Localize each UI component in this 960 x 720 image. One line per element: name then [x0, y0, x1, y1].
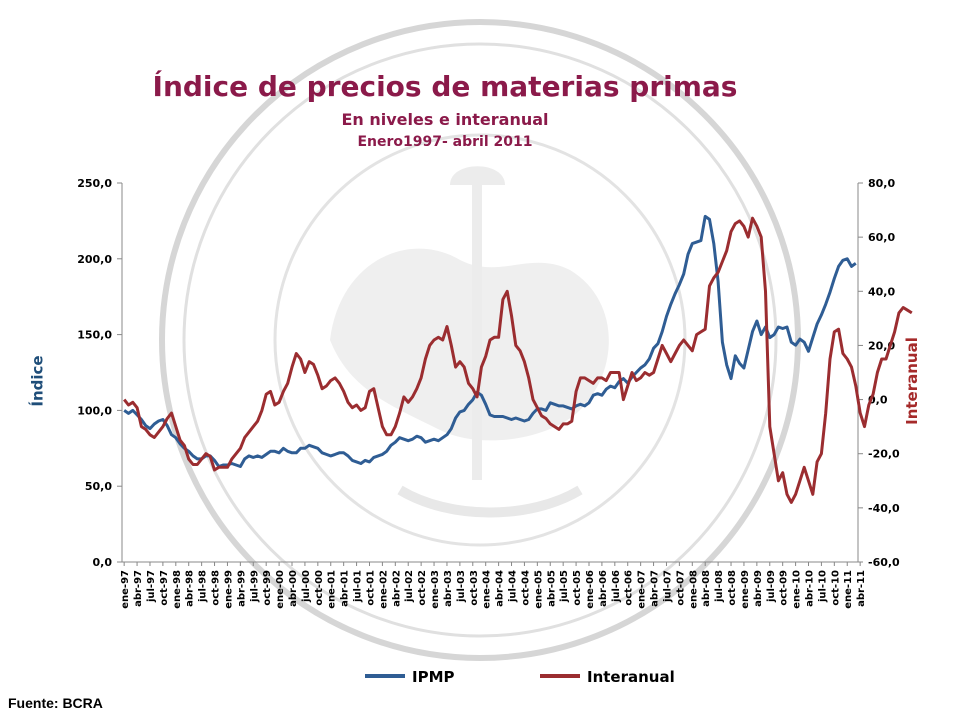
x-tick-label: oct-01: [365, 570, 376, 606]
x-tick-label: jul-99: [249, 570, 260, 603]
x-tick-label: oct-02: [417, 570, 428, 606]
x-tick-label: oct-04: [520, 570, 531, 606]
left-tick-label: 200,0: [77, 253, 112, 266]
right-tick-label: -40,0: [868, 502, 900, 515]
x-tick-label: oct-05: [572, 570, 583, 606]
x-tick-label: abr-06: [598, 570, 609, 607]
x-tick-label: ene-97: [120, 570, 131, 609]
x-tick-label: jul-00: [301, 570, 312, 603]
x-tick-label: oct-99: [262, 570, 273, 606]
x-tick-label: oct-03: [469, 570, 480, 606]
x-tick-label: oct-98: [211, 570, 222, 606]
right-tick-label: 80,0: [868, 177, 895, 190]
x-tick-label: abr-02: [391, 570, 402, 607]
x-tick-label: ene-11: [843, 570, 854, 609]
x-tick-label: ene-10: [792, 570, 803, 609]
x-tick-label: ene-07: [637, 570, 648, 609]
left-tick-label: 150,0: [77, 329, 112, 342]
left-tick-label: 250,0: [77, 177, 112, 190]
chart-period: Enero1997- abril 2011: [357, 134, 533, 150]
x-tick-label: oct-07: [675, 570, 686, 606]
x-tick-label: oct-08: [727, 570, 738, 606]
legend: IPMP Interanual: [365, 668, 675, 686]
x-tick-label: abr-07: [650, 570, 661, 607]
x-tick-label: ene-04: [482, 570, 493, 609]
x-tick-label: abr-11: [856, 570, 867, 607]
x-tick-label: ene-06: [585, 570, 596, 609]
x-tick-label: abr-01: [340, 570, 351, 607]
x-tick-label: ene-02: [378, 570, 389, 609]
x-tick-label: jul-01: [353, 570, 364, 603]
right-tick-label: -20,0: [868, 448, 900, 461]
left-tick-label: 50,0: [85, 480, 112, 493]
right-tick-label: 40,0: [868, 285, 895, 298]
chart-subtitle: En niveles e interanual: [341, 110, 549, 129]
x-tick-label: jul-05: [559, 570, 570, 603]
x-tick-label: oct-06: [624, 570, 635, 606]
x-tick-label: ene-05: [533, 570, 544, 609]
x-tick-label: oct-00: [314, 570, 325, 606]
x-tick-label: jul-02: [404, 570, 415, 603]
right-tick-label: 60,0: [868, 231, 895, 244]
series-layer: [123, 214, 913, 504]
x-tick-label: oct-97: [159, 570, 170, 606]
x-tick-label: oct-10: [830, 570, 841, 606]
chart-title: Índice de precios de materias primas: [152, 70, 738, 103]
x-tick-label: ene-09: [740, 570, 751, 609]
series-line-ipmp: [123, 214, 857, 468]
x-tick-label: abr-98: [185, 570, 196, 607]
x-tick-label: jul-06: [611, 570, 622, 603]
x-tick-label: jul-03: [456, 570, 467, 603]
series-line-interanual: [123, 216, 913, 504]
left-tick-label: 100,0: [77, 404, 112, 417]
x-tick-label: ene-00: [275, 570, 286, 609]
x-tick-label: abr-05: [546, 570, 557, 607]
x-tick-label: ene-03: [430, 570, 441, 609]
x-tick-label: jul-09: [766, 570, 777, 603]
x-tick-label: abr-08: [701, 570, 712, 607]
legend-ipmp-label: IPMP: [412, 668, 455, 686]
x-tick-label: ene-01: [327, 570, 338, 609]
x-tick-label: abr-04: [495, 570, 506, 607]
x-tick-label: jul-08: [714, 570, 725, 603]
x-tick-label: abr-03: [443, 570, 454, 607]
left-tick-label: 0,0: [93, 556, 113, 569]
x-tick-label: abr-10: [805, 570, 816, 607]
x-tick-label: oct-09: [779, 570, 790, 606]
axes-layer: 0,0 50,0 100,0 150,0 200,0 250,0 -60,0 -40,0 -20…: [77, 177, 900, 609]
x-tick-label: jul-97: [146, 570, 157, 603]
x-tick-label: abr-97: [133, 570, 144, 607]
x-tick-label: jul-10: [817, 570, 828, 603]
legend-interanual-label: Interanual: [587, 668, 675, 686]
right-tick-label: -60,0: [868, 556, 900, 569]
x-tick-label: abr-09: [753, 570, 764, 607]
x-tick-label: abr-99: [236, 570, 247, 607]
x-tick-label: ene-99: [223, 570, 234, 609]
x-tick-label: jul-98: [198, 570, 209, 603]
x-tick-label: jul-04: [508, 570, 519, 603]
source-note: Fuente: BCRA: [8, 695, 103, 711]
x-tick-label: abr-00: [288, 570, 299, 607]
x-tick-label: ene-08: [688, 570, 699, 609]
x-tick-label: jul-07: [662, 570, 673, 603]
x-tick-label: ene-98: [172, 570, 183, 609]
